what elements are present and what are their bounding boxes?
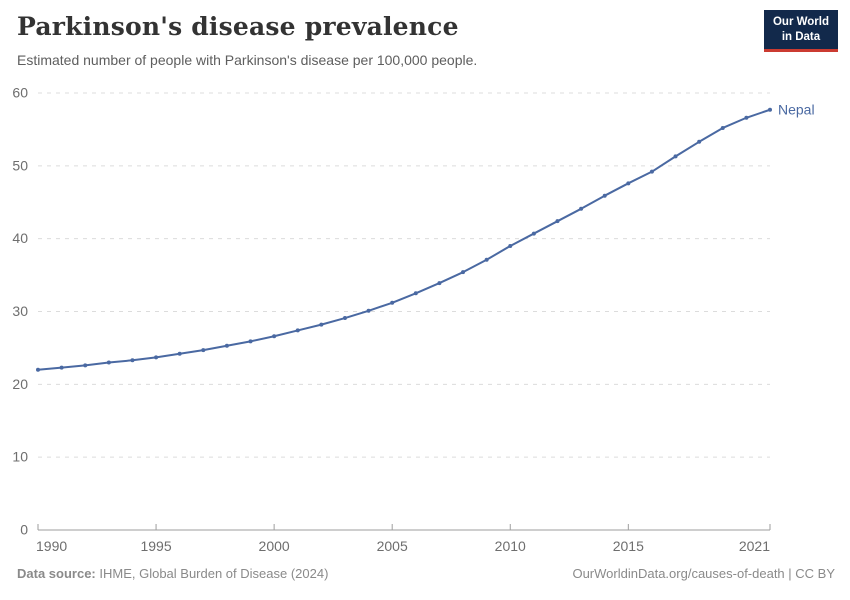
data-point-nepal-2005[interactable] [390, 300, 395, 305]
x-tick-label-2010: 2010 [495, 538, 526, 554]
data-source-label: Data source: [17, 566, 96, 581]
chart-subtitle: Estimated number of people with Parkinso… [17, 52, 478, 68]
data-point-nepal-1996[interactable] [177, 351, 182, 356]
data-point-nepal-2004[interactable] [366, 308, 371, 313]
data-point-nepal-2013[interactable] [579, 206, 584, 211]
data-source: Data source: IHME, Global Burden of Dise… [17, 566, 328, 581]
data-point-nepal-1991[interactable] [59, 365, 64, 370]
data-point-nepal-2020[interactable] [744, 115, 749, 120]
owid-logo-line2: in Data [781, 30, 821, 43]
data-source-text: IHME, Global Burden of Disease (2024) [95, 566, 329, 581]
attribution-link[interactable]: OurWorldinData.org/causes-of-death | CC … [572, 566, 835, 581]
x-tick-label-2000: 2000 [259, 538, 290, 554]
data-point-nepal-1998[interactable] [224, 343, 229, 348]
data-point-nepal-1990[interactable] [36, 367, 40, 372]
y-tick-label-40: 40 [12, 230, 28, 246]
owid-logo-line1: Our World [772, 16, 829, 28]
series-line-nepal[interactable] [37, 108, 771, 371]
data-point-nepal-2010[interactable] [508, 243, 513, 248]
data-point-nepal-1994[interactable] [130, 358, 135, 363]
data-point-nepal-2001[interactable] [295, 328, 300, 333]
y-tick-label-50: 50 [12, 157, 28, 173]
data-point-nepal-1999[interactable] [248, 339, 253, 344]
data-point-nepal-1997[interactable] [201, 348, 206, 353]
data-point-nepal-2003[interactable] [342, 316, 347, 321]
data-point-nepal-2011[interactable] [531, 231, 536, 236]
y-tick-label-10: 10 [12, 449, 28, 465]
data-point-nepal-2016[interactable] [649, 169, 654, 174]
owid-logo[interactable]: Our World in Data [763, 10, 838, 52]
data-point-nepal-2008[interactable] [461, 270, 466, 275]
data-point-nepal-2019[interactable] [720, 125, 725, 130]
data-point-nepal-2017[interactable] [673, 154, 678, 159]
x-tick-label-2021: 2021 [739, 538, 770, 554]
page-title: Parkinson's disease prevalence [17, 12, 459, 41]
chart-footer: Data source: IHME, Global Burden of Dise… [17, 566, 835, 581]
x-tick-label-1995: 1995 [140, 538, 171, 554]
data-point-nepal-2009[interactable] [484, 257, 489, 262]
y-tick-label-0: 0 [20, 522, 28, 538]
x-tick-label-1990: 1990 [36, 538, 67, 554]
y-tick-label-30: 30 [12, 303, 28, 319]
x-tick-label-2005: 2005 [377, 538, 408, 554]
data-point-nepal-1992[interactable] [83, 363, 88, 368]
data-point-nepal-2002[interactable] [319, 322, 324, 327]
data-point-nepal-2021[interactable] [768, 107, 772, 112]
x-tick-label-2015: 2015 [613, 538, 644, 554]
entity-label-nepal[interactable]: Nepal [778, 101, 815, 117]
data-point-nepal-2014[interactable] [602, 193, 607, 198]
y-tick-label-20: 20 [12, 376, 28, 392]
data-point-nepal-2015[interactable] [626, 181, 631, 186]
data-point-nepal-2000[interactable] [272, 334, 277, 339]
data-point-nepal-1995[interactable] [154, 355, 159, 360]
y-tick-label-60: 60 [12, 85, 28, 101]
data-point-nepal-2006[interactable] [413, 291, 418, 296]
data-point-nepal-2018[interactable] [697, 139, 702, 144]
data-point-nepal-2007[interactable] [437, 281, 442, 286]
data-point-nepal-1993[interactable] [106, 360, 111, 365]
data-point-nepal-2012[interactable] [555, 219, 560, 224]
